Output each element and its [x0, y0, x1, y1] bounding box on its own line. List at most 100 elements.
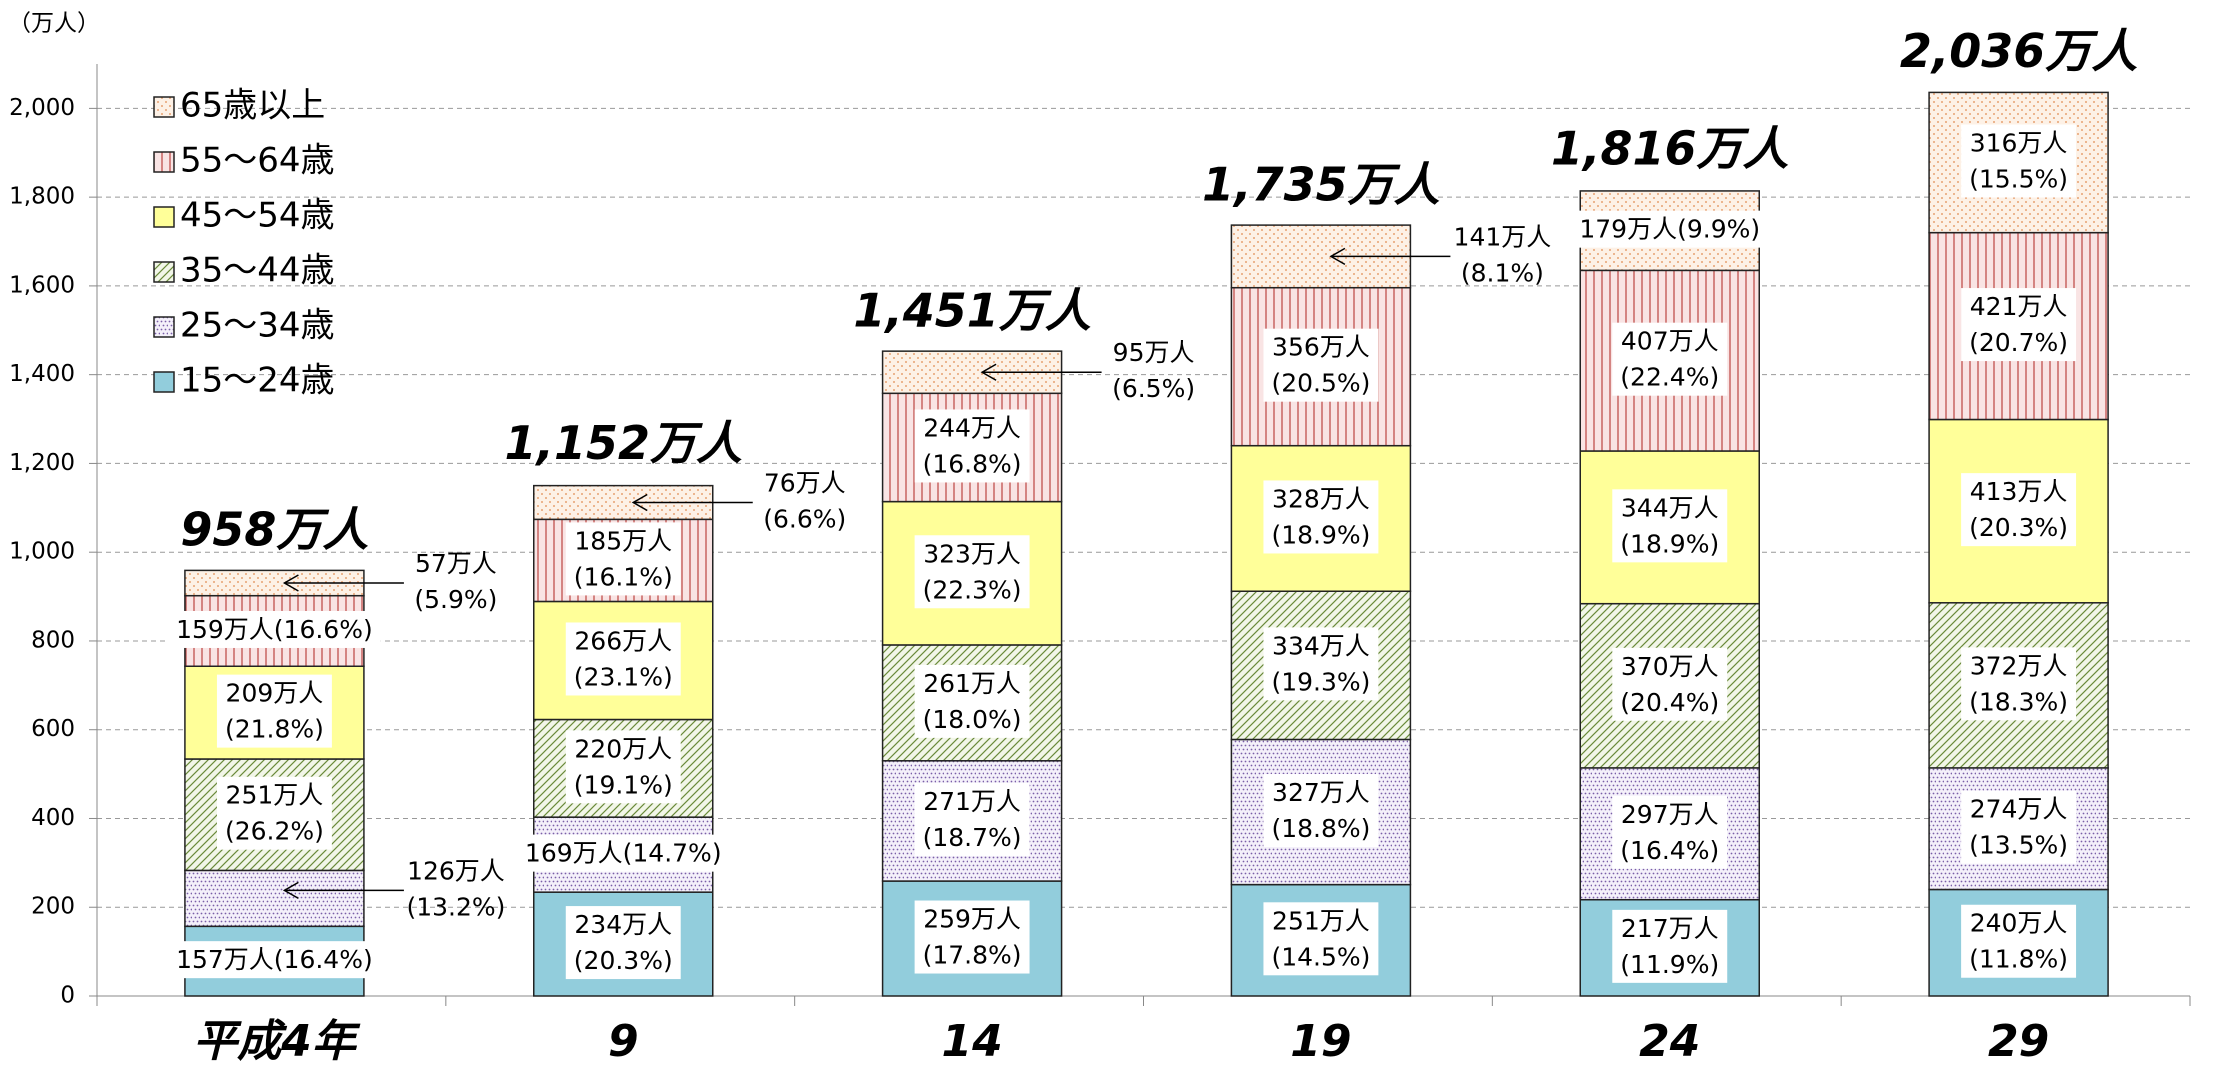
segment-label: 372万人 [1970, 651, 2068, 680]
label-box [914, 409, 1030, 483]
segment-label: (20.7%) [1969, 328, 2068, 357]
label-box [1612, 489, 1728, 563]
label-box [1263, 480, 1379, 554]
legend-swatch [153, 316, 175, 338]
segment-label: (18.9%) [1620, 529, 1719, 558]
label-box [914, 535, 1030, 609]
legend-label: 65歳以上 [180, 86, 325, 126]
segment-label: (20.3%) [1969, 513, 2068, 542]
segment-label: 179万人 [1579, 215, 1677, 244]
arrow-head [282, 881, 299, 900]
x-tick-label: 24 [1639, 1016, 1700, 1067]
label-box [914, 782, 1030, 856]
label-box [1961, 904, 2077, 978]
segment-label: (22.3%) [923, 575, 1022, 604]
segment-label: 259万人 [923, 905, 1021, 934]
segment-label: 220万人 [574, 734, 672, 763]
segment-label: (16.8%) [923, 449, 1022, 478]
label-box [216, 776, 332, 850]
label-box [1571, 210, 1769, 248]
segment-label: (20.3%) [574, 946, 673, 975]
segment-label: 251万人 [1272, 906, 1370, 935]
arrow-head [980, 363, 997, 381]
total-label: 1,152万人 [504, 416, 742, 470]
segment-label: 209万人 [226, 679, 324, 708]
segment-label: 271万人 [923, 787, 1021, 816]
legend-label: 15～24歳 [180, 361, 335, 401]
segment-label: (23.1%) [574, 662, 673, 691]
label-box [1612, 795, 1728, 869]
segment-label: (16.4%) [1620, 836, 1719, 865]
y-tick-label: 800 [31, 627, 75, 653]
bar-segment [881, 500, 1063, 646]
y-tick-label: 1,200 [9, 450, 75, 476]
bar-segment [1579, 767, 1760, 901]
segment-label: 328万人 [1272, 484, 1370, 513]
segment-label: (18.0%) [923, 705, 1022, 734]
segment-label: (18.3%) [1969, 687, 2068, 716]
label-box [216, 674, 332, 748]
label-box [1263, 627, 1379, 701]
segment-label: (19.1%) [574, 770, 673, 799]
label-box [516, 834, 730, 872]
segment-label: (20.5%) [1271, 369, 1370, 398]
y-tick-label: 1,400 [9, 361, 75, 387]
y-tick-label: 1,000 [9, 539, 75, 565]
x-tick-label: 平成4年 [193, 1016, 361, 1067]
segment-label: (5.9%) [414, 585, 497, 614]
label-box [1263, 328, 1379, 402]
segment-label: (16.6%) [274, 615, 373, 644]
segment-label: 334万人 [1272, 631, 1370, 660]
segment-label: (26.2%) [225, 817, 324, 846]
segment-label: (6.5%) [1112, 374, 1195, 403]
segment-label: (19.3%) [1271, 667, 1370, 696]
segment-label: 234万人 [574, 910, 672, 939]
arrow-head [282, 574, 299, 592]
segment-label: (21.8%) [225, 715, 324, 744]
y-axis-label: （万人） [8, 11, 100, 37]
segment-label: 407万人 [1621, 327, 1719, 356]
segment-label: 327万人 [1272, 778, 1370, 807]
segment-label: 297万人 [1621, 800, 1719, 829]
label-box [1961, 647, 2077, 721]
legend-label: 25～34歳 [180, 306, 335, 346]
segment-label: 185万人 [574, 526, 672, 555]
label-box [1961, 790, 2077, 864]
label-box [565, 522, 681, 596]
label-box [1612, 909, 1728, 983]
segment-label: (6.6%) [763, 504, 846, 533]
total-label: 2,036万人 [1900, 24, 2138, 78]
label-box [1961, 124, 2077, 198]
segment-label: 244万人 [923, 413, 1021, 442]
label-box [565, 622, 681, 696]
segment-label: 95万人 [1113, 338, 1195, 367]
segment-label: 356万人 [1272, 333, 1370, 362]
total-label: 1,735万人 [1202, 157, 1440, 211]
total-label: 1,451万人 [853, 284, 1091, 338]
label-box [168, 941, 381, 979]
segment-label: (9.9%) [1677, 215, 1760, 244]
segment-label: 169万人 [525, 839, 623, 868]
label-box [168, 610, 381, 648]
x-tick-label: 29 [1988, 1016, 2049, 1067]
y-tick-label: 1,600 [9, 272, 75, 298]
legend-label: 55～64歳 [180, 141, 335, 181]
segment-label: 159万人 [176, 615, 274, 644]
legend-swatch [153, 206, 175, 228]
segment-label: 266万人 [574, 626, 672, 655]
total-label: 1,816万人 [1551, 122, 1789, 176]
segment-label: (14.7%) [623, 839, 722, 868]
segment-label: (16.1%) [574, 562, 673, 591]
segment-label: (8.1%) [1461, 258, 1544, 287]
label-box [914, 900, 1030, 974]
y-tick-label: 2,000 [9, 95, 75, 121]
segment-label: (20.4%) [1620, 688, 1719, 717]
label-box [1263, 902, 1379, 976]
segment-label: 261万人 [923, 669, 1021, 698]
segment-label: 413万人 [1970, 477, 2068, 506]
segment-label: 76万人 [764, 468, 846, 497]
legend-swatch [153, 371, 175, 393]
segment-label: (13.2%) [406, 892, 505, 921]
segment-label: (22.4%) [1620, 363, 1719, 392]
